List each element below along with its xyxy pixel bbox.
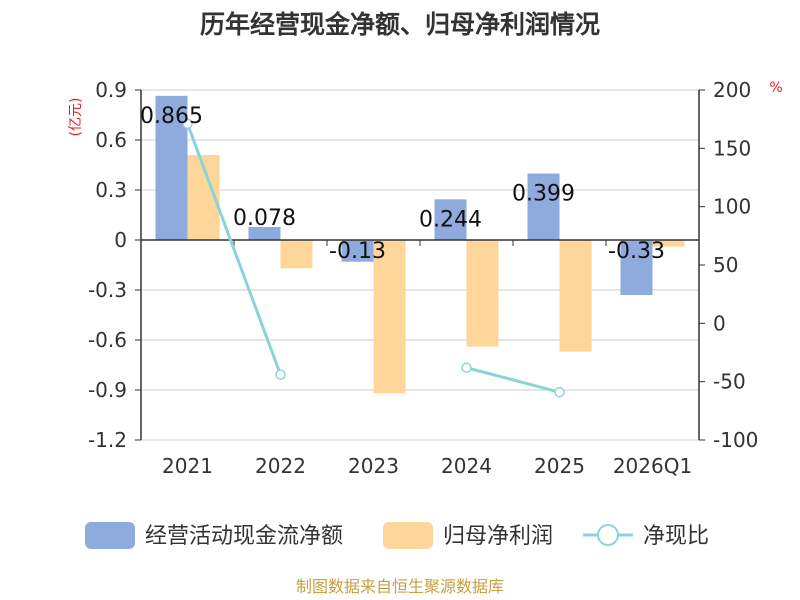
grid-lines	[141, 89, 699, 441]
right-tick-label: 150	[713, 136, 751, 160]
ratio-line-group	[182, 118, 565, 398]
axes-group	[135, 89, 705, 441]
data-labels-group: 0.865 0.078 -0.13 0.244 0.399 -0.33	[140, 104, 665, 264]
cashflow-data-label: -0.33	[608, 239, 665, 264]
right-tick-label: 0	[713, 311, 726, 335]
left-tick-label: 0	[114, 228, 127, 252]
ratio-line-segment	[466, 366, 560, 394]
ratio-line-segment	[186, 123, 282, 376]
x-tick-label: 2024	[441, 454, 492, 478]
net-profit-bar	[280, 240, 313, 269]
right-tick-label: -50	[713, 370, 746, 394]
x-tick-label: 2025	[534, 454, 585, 478]
ratio-point	[461, 362, 472, 373]
net-profit-bar	[559, 240, 592, 352]
cashflow-bar	[155, 95, 188, 240]
cashflow-data-label: 0.865	[140, 104, 203, 129]
cashflow-bar	[248, 227, 281, 240]
cashflow-data-label: 0.244	[419, 207, 482, 232]
net-profit-bar	[373, 240, 406, 394]
source-note: 制图数据来自恒生聚源数据库	[296, 577, 504, 596]
legend-label-ratio: 净现比	[643, 524, 709, 549]
right-tick-label: 200	[713, 78, 751, 102]
x-tick-label: 2021	[162, 454, 213, 478]
cashflow-data-label: 0.078	[233, 206, 296, 231]
right-axis-unit: %	[769, 80, 782, 96]
right-tick-label: 50	[713, 253, 738, 277]
net-profit-bar	[652, 240, 685, 247]
x-tick-label: 2023	[348, 454, 399, 478]
right-tick-label: -100	[713, 428, 758, 452]
left-tick-label: -0.3	[88, 278, 127, 302]
legend-label-cashflow: 经营活动现金流净额	[145, 524, 343, 549]
cashflow-bar	[434, 199, 467, 240]
left-tick-label: 0.9	[95, 78, 127, 102]
legend-label-net-profit: 归母净利润	[443, 524, 553, 549]
legend-swatch-net-profit	[383, 522, 433, 549]
left-axis-unit: (亿元)	[68, 98, 84, 137]
cashflow-bar	[341, 240, 374, 262]
x-tick-label: 2026Q1	[613, 454, 692, 478]
net-profit-bar	[466, 240, 499, 347]
x-tick-label: 2022	[255, 454, 306, 478]
legend-marker-ratio	[597, 524, 619, 546]
left-tick-label: -0.9	[88, 378, 127, 402]
chart-title: 历年经营现金净额、归母净利润情况	[200, 10, 600, 39]
cashflow-bar	[527, 173, 560, 240]
cashflow-data-label: 0.399	[512, 182, 575, 207]
legend: 经营活动现金流净额 归母净利润 净现比	[85, 522, 709, 549]
cashflow-data-label: -0.13	[329, 239, 386, 264]
right-tick-label: 100	[713, 195, 751, 219]
left-tick-label: -1.2	[88, 428, 127, 452]
legend-swatch-cashflow	[85, 522, 135, 549]
left-tick-label: -0.6	[88, 328, 127, 352]
left-tick-label: 0.3	[95, 178, 127, 202]
tick-labels-group: 0.9 0.6 0.3 0 -0.3 -0.6 -0.9 -1.2 200 150 100 50 0 -5…	[88, 78, 758, 478]
ratio-point	[554, 386, 565, 398]
ratio-point	[182, 118, 193, 130]
left-tick-label: 0.6	[95, 128, 127, 152]
ratio-point	[275, 369, 286, 380]
cashflow-bar	[620, 240, 653, 295]
